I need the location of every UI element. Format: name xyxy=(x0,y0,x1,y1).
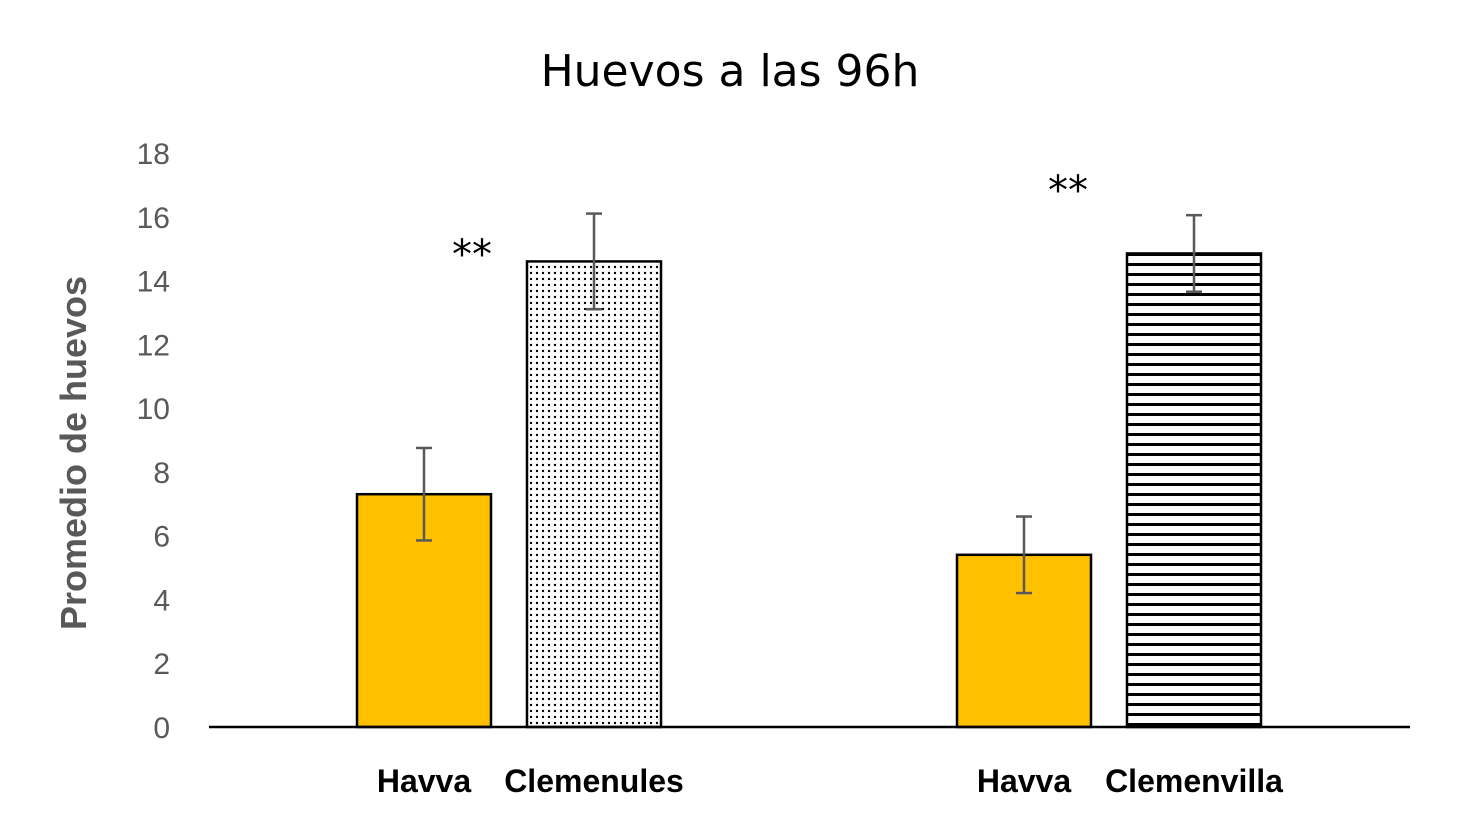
bars-layer xyxy=(355,252,1263,729)
chart-title: Huevos a las 96h xyxy=(541,46,920,97)
y-tick-label: 12 xyxy=(137,329,170,362)
error-bar xyxy=(416,446,432,542)
y-tick-label: 6 xyxy=(153,521,170,554)
y-tick-label: 4 xyxy=(153,584,170,617)
y-tick-label: 18 xyxy=(137,138,170,171)
x-category-label: Clemenvilla xyxy=(1105,763,1283,799)
x-category-label: Clemenules xyxy=(504,763,684,799)
significance-layer: ** ** xyxy=(452,168,1088,278)
significance-marker: ** xyxy=(1048,168,1088,214)
y-tick-label: 2 xyxy=(153,648,170,681)
y-tick-label: 14 xyxy=(137,266,170,299)
y-tick-label: 16 xyxy=(137,202,170,235)
y-axis-ticks: 0 2 4 6 8 10 12 14 16 18 xyxy=(137,138,170,745)
y-tick-label: 0 xyxy=(153,712,170,745)
error-bar xyxy=(1186,213,1202,293)
x-category-label: Havva xyxy=(977,763,1072,799)
y-tick-label: 8 xyxy=(153,457,170,490)
error-bars-layer xyxy=(416,212,1202,595)
error-bar xyxy=(1016,515,1032,595)
y-tick-label: 10 xyxy=(137,393,170,426)
error-bar xyxy=(586,212,602,311)
bar-clemenvilla xyxy=(1125,252,1263,729)
significance-marker: ** xyxy=(452,232,492,278)
y-axis-label: Promedio de huevos xyxy=(53,276,94,630)
x-axis-labels: Havva Clemenules Havva Clemenvilla xyxy=(377,763,1283,799)
x-category-label: Havva xyxy=(377,763,472,799)
bar-clemenules xyxy=(525,260,663,729)
